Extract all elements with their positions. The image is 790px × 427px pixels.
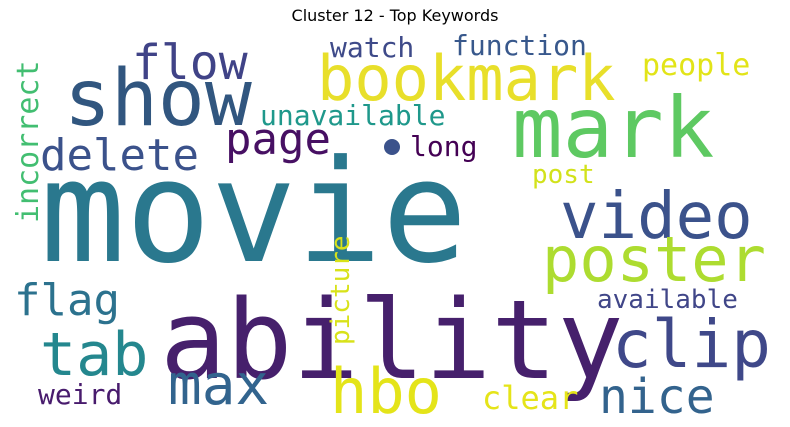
word-function: function [452, 33, 587, 62]
word-movie: movie [40, 130, 467, 295]
word-nice: nice [599, 369, 715, 419]
word-watch: watch [330, 33, 414, 64]
word-max: max [168, 353, 269, 418]
word-video: video [560, 180, 753, 254]
word-incorrect: incorrect [12, 60, 46, 223]
word-cloud: movie ability mark show bookmark video poster c… [12, 33, 778, 419]
word-unavailable: unavailable [260, 99, 445, 132]
dot-mark [384, 139, 400, 155]
word-poster: poster [542, 223, 766, 296]
word-hbo: hbo [330, 355, 442, 419]
word-clip: clip [612, 306, 771, 383]
word-weird: weird [38, 378, 122, 411]
word-people: people [642, 48, 750, 83]
word-show: show [64, 54, 252, 144]
word-flow: flow [132, 35, 248, 91]
word-delete: delete [40, 130, 199, 181]
chart-title: Cluster 12 - Top Keywords [291, 6, 499, 25]
word-post: post [532, 160, 595, 190]
word-bookmark: bookmark [317, 42, 616, 115]
word-tab: tab [40, 320, 148, 390]
word-clear: clear [482, 379, 578, 417]
word-flag: flag [14, 275, 120, 326]
word-available: available [597, 285, 738, 315]
word-picture: picture [326, 235, 356, 345]
word-page: page [225, 114, 331, 165]
word-mark: mark [512, 79, 714, 177]
word-ability: ability [160, 276, 624, 404]
word-long: long [410, 130, 477, 163]
